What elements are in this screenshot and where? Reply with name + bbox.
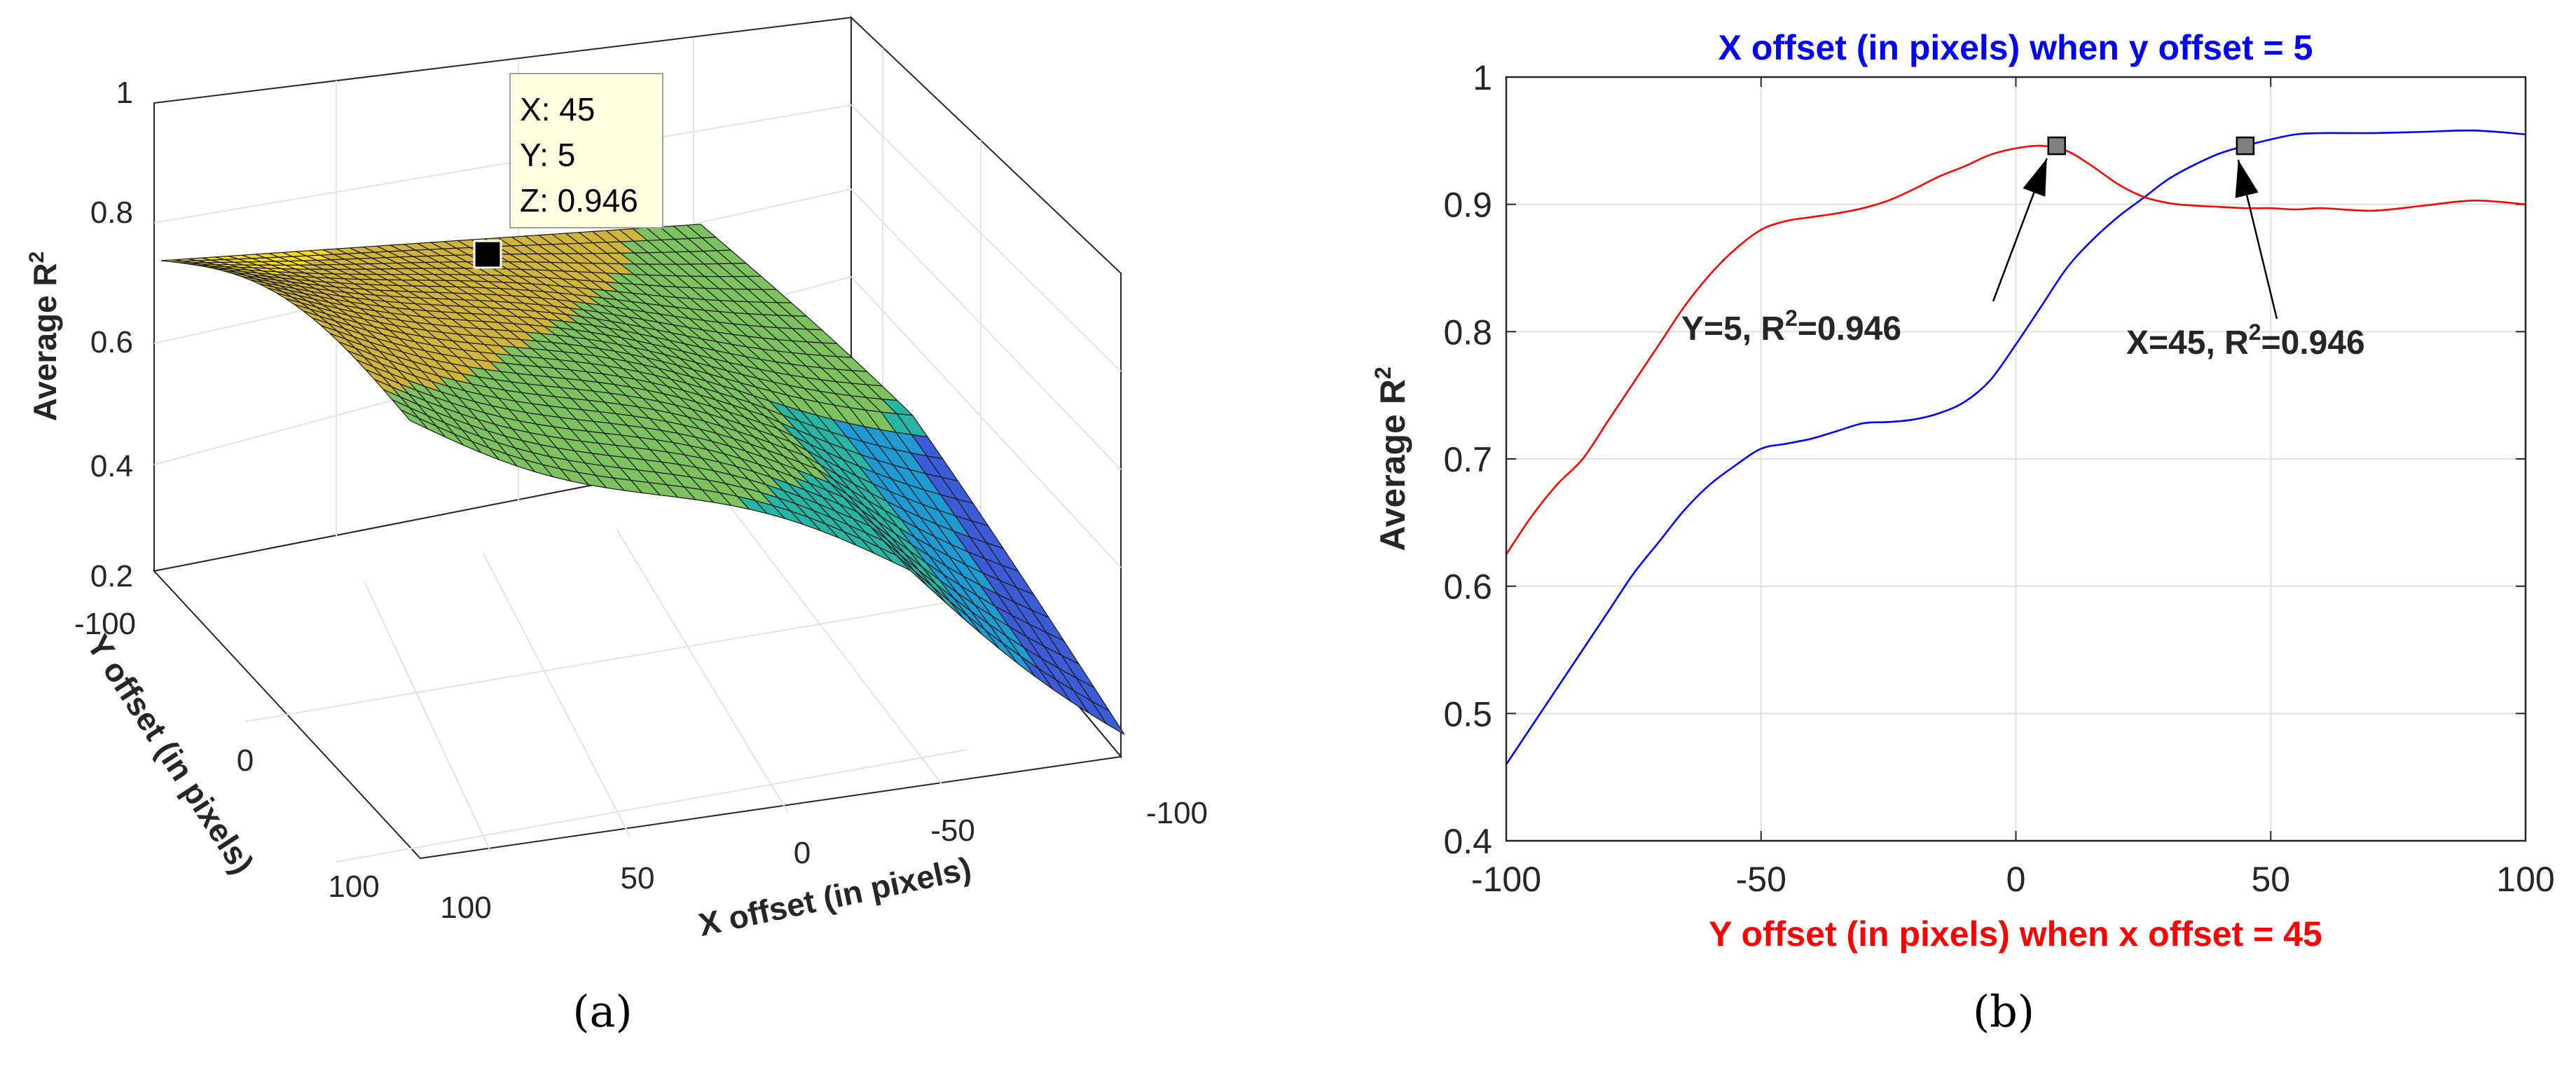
annotation-y5: Y=5, R2=0.946	[1681, 305, 1901, 348]
plot-frame	[1505, 76, 2527, 842]
z-tick-label: 1	[116, 76, 133, 110]
y-tick-label: -100	[74, 607, 136, 641]
z-tick-labels: 1 0.8 0.6 0.4 0.2	[90, 76, 133, 593]
series-line-0	[1505, 129, 2526, 765]
datatip-y: Y: 5	[520, 137, 575, 173]
y-tick-label: 0.8	[1443, 312, 1492, 352]
data-markers	[2047, 136, 2255, 156]
x-axis-label: X offset (in pixels)	[696, 850, 974, 943]
series-lines	[1505, 129, 2526, 765]
arrow-head	[2023, 158, 2047, 197]
surface-mesh	[160, 224, 1125, 735]
x-tick-label: -100	[1471, 860, 1541, 899]
x-tick-label: -50	[1736, 860, 1786, 899]
x-tick-label: -100	[1146, 796, 1208, 830]
y-tick-label: 0.4	[1443, 822, 1492, 861]
caption-a: (a)	[572, 986, 632, 1037]
caption-b: (b)	[1973, 986, 2034, 1037]
y-tick-labels: -100 0 100	[74, 607, 380, 904]
x-tick-label: 0	[794, 836, 811, 870]
datatip-box	[509, 73, 663, 228]
datatip-marker[interactable]	[473, 240, 502, 269]
x-tick-label: 50	[621, 861, 655, 895]
y-axis-label: Y offset (in pixels)	[80, 628, 261, 880]
arrow-head	[2235, 160, 2259, 198]
datatip-z: Z: 0.946	[520, 182, 638, 219]
x-tick-labels: -100 -50 0 50 100	[1471, 860, 2555, 899]
x-tick-label: 0	[2006, 860, 2026, 899]
chart-title: X offset (in pixels) when y offset = 5	[1719, 28, 2313, 67]
annotation-arrows	[1992, 158, 2278, 320]
surface-patch	[1091, 701, 1125, 735]
x-tick-labels: 100 50 0 -50 -100	[440, 796, 1208, 925]
x-tick-label: 100	[440, 891, 491, 925]
z-tick-label: 0.2	[90, 559, 133, 593]
y-tick-label: 0	[237, 743, 254, 778]
datatip[interactable]: X: 45 Y: 5 Z: 0.946	[473, 73, 663, 269]
y-axis-label: Average R2	[1370, 366, 1412, 551]
y-tick-label: 100	[328, 870, 379, 904]
y-tick-label: 0.6	[1443, 568, 1492, 607]
x-tick-label: -50	[930, 813, 975, 848]
z-tick-label: 0.4	[90, 449, 133, 483]
series-line-1	[1505, 144, 2526, 555]
y-tick-labels: 0.4 0.5 0.6 0.7 0.8 0.9 1	[1443, 58, 1492, 861]
data-marker[interactable]	[2047, 136, 2066, 156]
z-tick-label: 0.8	[90, 195, 133, 230]
x-tick-label: 50	[2251, 860, 2290, 899]
panel-b-line-plot: -100 -50 0 50 100 0.4 0.5 0.6 0.7 0.8 0.9 1 X offs…	[1370, 28, 2555, 954]
y-tick-label: 0.5	[1443, 694, 1492, 734]
y-tick-label: 1	[1473, 58, 1492, 97]
datatip-x: X: 45	[520, 91, 595, 128]
floor-grid	[244, 504, 989, 863]
annotation-x45: X=45, R2=0.946	[2126, 320, 2365, 362]
panel-a-surface-plot: 1 0.8 0.6 0.4 0.2 100 50 0 -50 -100 -100…	[25, 15, 1208, 943]
x-axis-label: Y offset (in pixels) when x offset = 45	[1709, 914, 2322, 954]
z-axis-label: Average R2	[25, 252, 63, 422]
y-tick-label: 0.7	[1443, 440, 1492, 479]
z-tick-label: 0.6	[90, 325, 133, 359]
y-tick-label: 0.9	[1443, 186, 1492, 225]
data-marker[interactable]	[2236, 136, 2255, 156]
x-tick-label: 100	[2496, 860, 2554, 899]
